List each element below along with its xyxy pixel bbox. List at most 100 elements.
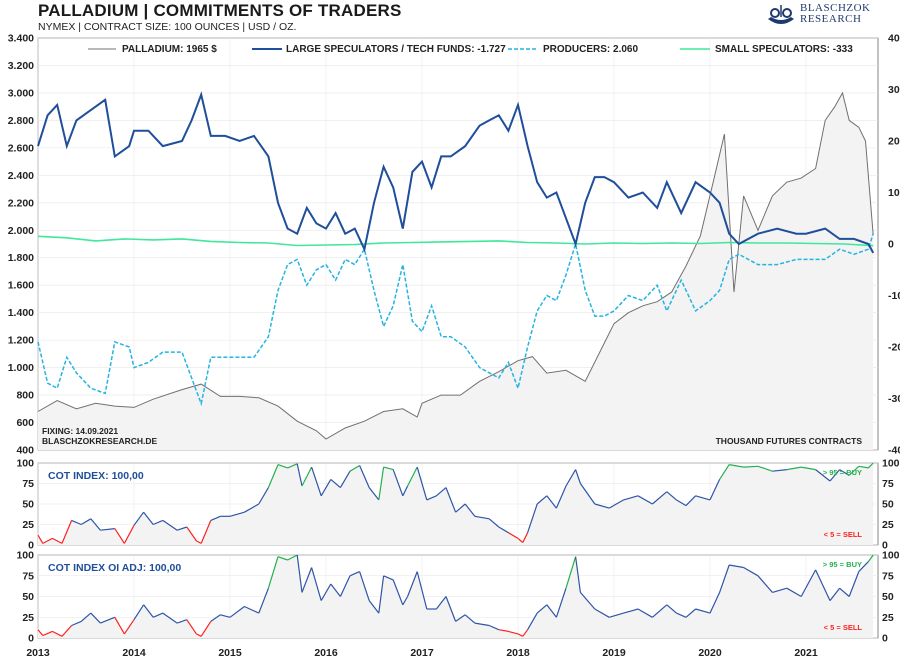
cot-index-right-tick-label: 25: [882, 519, 894, 531]
x-axis-tick-label: 2018: [506, 647, 530, 659]
cot-index-line-segment: [815, 469, 831, 482]
right-axis-tick-label: -10: [888, 290, 900, 302]
left-axis-tick-label: 1.000: [8, 362, 34, 374]
left-axis-tick-label: 3.400: [8, 33, 34, 45]
cot-oi-line-segment: [676, 612, 687, 618]
cot-index-line-segment: [474, 515, 490, 520]
cot-oi-line-segment: [258, 587, 269, 614]
cot-index-line-segment: [37, 534, 44, 544]
cot-oi-line-segment: [320, 583, 332, 601]
cot-oi-line-segment: [594, 608, 610, 618]
cot-index-line-segment: [436, 487, 447, 497]
x-axis-tick-label: 2020: [698, 647, 722, 659]
left-axis-tick-label: 1.800: [8, 252, 34, 264]
cot-oi-line-segment: [200, 621, 212, 637]
left-axis-tick-label: 2.600: [8, 142, 34, 154]
cot-oi-line-segment: [695, 608, 711, 614]
cot-index-line-segment: [359, 465, 370, 488]
cot-oi-line-segment: [277, 556, 288, 561]
cot-index-line-segment: [61, 520, 73, 544]
cot-index-line-segment: [498, 526, 509, 534]
cot-oi-line-segment: [709, 592, 721, 614]
cot-oi-line-segment: [565, 556, 577, 589]
cot-index-area: [38, 463, 874, 545]
cot-index-line-segment: [579, 483, 596, 505]
small-speculators-line: [37, 235, 874, 247]
cot-index-title: COT INDEX: 100,00: [48, 470, 144, 482]
cot-oi-line-segment: [296, 554, 303, 593]
cot-index-line-segment: [527, 503, 538, 533]
cot-oi-line-segment: [100, 616, 116, 624]
cot-oi-line-segment: [392, 579, 404, 606]
cot-index-right-tick-label: 100: [882, 458, 900, 470]
cot-oi-line-segment: [719, 564, 730, 593]
left-axis-tick-label: 3.000: [8, 87, 34, 99]
cot-oi-left-tick-label: 100: [16, 550, 34, 562]
cot-index-line-segment: [522, 532, 529, 543]
cot-index-line-segment: [729, 464, 744, 468]
legend-label-price: PALLADIUM: 1965 $: [122, 44, 217, 55]
cot-index-line-segment: [594, 503, 610, 509]
cot-oi-line-segment: [652, 604, 668, 618]
brand-logo: BLASCHZOK RESEARCH: [766, 3, 896, 29]
cot-oi-line-segment: [133, 604, 145, 621]
cot-oi-right-tick-label: 100: [882, 550, 900, 562]
cot-oi-line-segment: [555, 588, 567, 618]
cot-oi-line-segment: [143, 604, 154, 618]
legend-label-small-speculators: SMALL SPECULATORS: -333: [715, 44, 853, 55]
cot-oi-line-segment: [474, 622, 490, 627]
cot-oi-left-tick-label: 0: [28, 633, 34, 645]
cot-index-line-segment: [517, 537, 524, 543]
cot-oi-line-segment: [729, 564, 744, 569]
cot-oi-line-segment: [867, 554, 874, 562]
cot-index-line-segment: [416, 466, 428, 501]
x-axis-tick-label: 2019: [602, 647, 626, 659]
cot-index-line-segment: [555, 485, 567, 509]
right-axis-tick-label: 20: [888, 136, 900, 148]
cot-oi-line-segment: [445, 596, 457, 622]
left-axis-tick-label: 400: [16, 445, 34, 457]
cot-oi-line-segment: [244, 605, 260, 614]
cot-oi-line-segment: [637, 608, 653, 618]
cot-oi-line-segment: [80, 612, 92, 622]
cot-index-line-segment: [378, 467, 385, 500]
cot-index-line-segment: [229, 511, 245, 517]
cot-index-right-tick-label: 50: [882, 499, 894, 511]
chart-subtitle: NYMEX | CONTRACT SIZE: 100 OUNCES | USD …: [38, 21, 297, 33]
cot-index-line-segment: [100, 528, 115, 531]
cot-oi-line-segment: [743, 566, 759, 577]
cot-oi-line-segment: [839, 587, 850, 597]
cot-index-left-tick-label: 75: [22, 478, 34, 490]
cot-oi-line-segment: [416, 571, 428, 610]
cot-index-line-segment: [71, 519, 82, 526]
cot-oi-line-segment: [407, 571, 418, 597]
cot-oi-line-segment: [123, 619, 135, 635]
cot-index-line-segment: [546, 495, 557, 509]
legend-label-large-speculators: LARGE SPECULATORS / TECH FUNDS: -1.727: [286, 44, 506, 55]
cot-oi-line-segment: [359, 571, 370, 601]
cot-oi-line-segment: [311, 567, 322, 601]
cot-index-line-segment: [623, 495, 639, 501]
brand-name: BLASCHZOK RESEARCH: [800, 3, 871, 25]
x-axis-tick-label: 2015: [218, 647, 242, 659]
cot-index-line-segment: [143, 511, 154, 525]
cot-oi-line-segment: [267, 556, 279, 589]
price-area: [38, 92, 874, 451]
cot-index-line-segment: [368, 487, 380, 501]
cot-oi-line-segment: [162, 612, 178, 624]
cot-oi-line-segment: [666, 604, 677, 614]
fixing-date: FIXING: 14.09.2021: [42, 426, 118, 436]
cot-index-line-segment: [695, 495, 711, 501]
cot-index-line-segment: [801, 466, 816, 471]
cot-index-line-segment: [709, 479, 721, 501]
cot-index-left-tick-label: 0: [28, 540, 34, 552]
cot-oi-line-segment: [527, 612, 538, 631]
cot-oi-line-segment: [378, 575, 385, 614]
cot-index-line-segment: [133, 511, 145, 526]
cot-oi-area: [38, 555, 874, 638]
cot-oi-line-segment: [757, 575, 773, 593]
cot-index-line-segment: [565, 469, 577, 487]
cot-oi-title: COT INDEX OI ADJ: 100,00: [48, 562, 181, 574]
right-axis-tick-label: 40: [888, 33, 900, 45]
cot-oi-line-segment: [829, 587, 841, 601]
